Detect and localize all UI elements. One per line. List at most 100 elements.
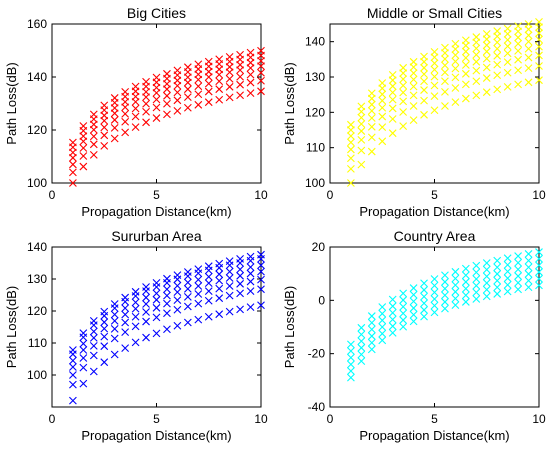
point-s5-3 [367, 107, 376, 115]
point-s1-9 [152, 114, 161, 122]
point-s3-5 [388, 315, 397, 324]
point-s1-4 [378, 137, 387, 146]
point-s3-16 [225, 282, 234, 290]
point-s4-1 [347, 353, 355, 362]
point-s5-18 [246, 263, 255, 272]
point-s4-12 [461, 278, 470, 286]
point-s3-14 [482, 279, 491, 287]
point-s2-8 [420, 96, 428, 105]
point-s3-2 [357, 136, 366, 144]
point-s6-11 [451, 267, 460, 276]
point-s1-5 [388, 129, 397, 138]
point-s4-14 [482, 54, 491, 63]
point-s6-13 [472, 261, 481, 270]
y-tick-label: -20 [308, 347, 326, 361]
point-s7-9 [152, 278, 161, 287]
point-s1-12 [183, 318, 192, 327]
point-s1-11 [451, 301, 460, 310]
point-s4-2 [357, 337, 366, 346]
point-s2-3 [367, 338, 376, 347]
point-s3-6 [121, 318, 130, 327]
point-s4-8 [420, 292, 428, 301]
point-s2-10 [441, 298, 449, 306]
point-s3-15 [493, 276, 502, 285]
point-s2-2 [357, 350, 366, 359]
point-s2-6 [121, 117, 130, 126]
point-s5-2 [357, 120, 366, 128]
point-s4-1 [347, 145, 355, 154]
point-s3-14 [204, 79, 213, 88]
point-s3-7 [409, 304, 418, 312]
point-s3-14 [204, 287, 213, 296]
point-s4-13 [194, 282, 203, 290]
point-s6-3 [367, 100, 376, 109]
point-s8-17 [514, 22, 522, 31]
plot-area [329, 23, 540, 184]
y-tick-label: 130 [27, 272, 47, 286]
data-markers [347, 17, 543, 187]
point-s3-7 [131, 312, 140, 321]
point-s4-14 [482, 272, 491, 281]
point-s4-4 [378, 316, 387, 325]
point-s3-1 [69, 371, 77, 379]
x-tick-label: 5 [153, 412, 160, 426]
point-s6-2 [357, 113, 366, 122]
point-s1-13 [194, 100, 203, 109]
point-s1-11 [451, 98, 460, 106]
point-s6-17 [514, 252, 522, 260]
point-s7-13 [194, 60, 203, 69]
point-s2-1 [69, 380, 77, 389]
point-s3-5 [388, 104, 397, 113]
x-tick-label: 10 [254, 188, 268, 202]
point-s4-19 [535, 42, 543, 51]
point-s1-14 [204, 312, 213, 321]
y-tick-label: 140 [305, 35, 325, 49]
point-s2-15 [215, 294, 224, 303]
point-s7-7 [131, 287, 140, 296]
point-s1-5 [110, 350, 119, 359]
point-s2-10 [441, 87, 449, 96]
y-axis-label: Path Loss(dB) [282, 62, 297, 144]
data-markers [69, 250, 265, 405]
point-s2-2 [79, 152, 88, 160]
point-s3-4 [378, 112, 387, 121]
point-s3-17 [514, 55, 522, 64]
point-s3-2 [79, 354, 88, 362]
point-s7-8 [142, 283, 150, 291]
point-s2-9 [152, 103, 161, 112]
point-s4-5 [110, 317, 119, 325]
point-s2-18 [246, 287, 255, 296]
y-tick-label: 100 [305, 176, 325, 190]
point-s4-16 [225, 274, 234, 282]
y-tick-label: 110 [306, 141, 325, 155]
point-s1-13 [472, 91, 481, 100]
point-s1-18 [246, 303, 255, 312]
point-s2-9 [430, 92, 439, 100]
point-s5-1 [347, 347, 355, 355]
point-s8-18 [524, 20, 533, 28]
point-s5-8 [142, 293, 150, 302]
point-s5-7 [409, 75, 418, 84]
point-s4-17 [236, 271, 244, 280]
point-s4-3 [89, 333, 98, 342]
point-s4-3 [367, 325, 376, 334]
point-s2-15 [493, 283, 502, 292]
x-tick-label: 0 [49, 188, 56, 202]
point-s6-7 [409, 284, 418, 292]
point-s7-19 [257, 46, 265, 55]
point-s1-6 [121, 128, 130, 137]
point-s4-7 [131, 304, 140, 313]
point-s7-10 [163, 69, 171, 78]
point-s2-13 [472, 288, 481, 297]
point-s1-14 [204, 98, 213, 107]
point-s3-9 [430, 295, 439, 303]
point-s1-5 [110, 134, 119, 143]
point-s7-16 [225, 257, 234, 265]
point-s4-19 [535, 261, 543, 270]
data-markers [347, 248, 543, 382]
point-s3-9 [152, 95, 161, 104]
point-s5-5 [110, 310, 119, 319]
point-s6-14 [482, 41, 491, 50]
point-s2-10 [163, 309, 171, 318]
point-s3-13 [472, 281, 481, 290]
